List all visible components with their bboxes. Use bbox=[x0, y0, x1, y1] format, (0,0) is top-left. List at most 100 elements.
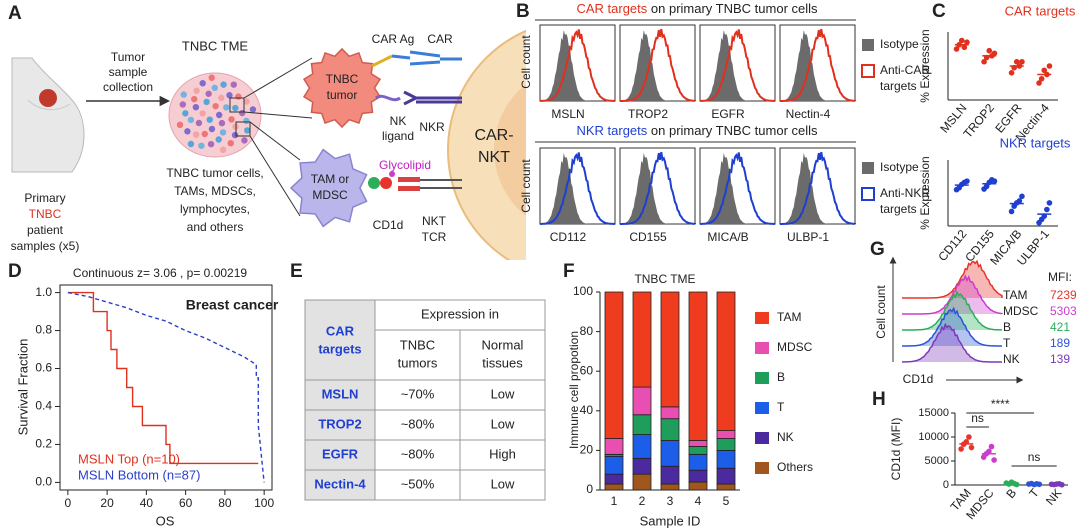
axis-label: Cell count bbox=[519, 159, 533, 213]
bar-segment bbox=[688, 440, 708, 447]
breast-illustration bbox=[39, 89, 57, 107]
x-tick-label: TROP2 bbox=[961, 101, 998, 141]
target-label: Nectin-4 bbox=[786, 107, 831, 121]
bar-segment bbox=[716, 483, 736, 491]
bar-segment bbox=[688, 291, 708, 441]
tissue-cell bbox=[193, 87, 200, 94]
tissue-cell bbox=[212, 102, 219, 110]
target-histogram bbox=[539, 152, 616, 225]
bar-segment bbox=[716, 449, 736, 469]
tissue-cell bbox=[235, 93, 242, 100]
target-histogram bbox=[699, 29, 776, 102]
x-tick-label: 5 bbox=[723, 494, 730, 508]
cell-body bbox=[302, 47, 382, 129]
tam-cell bbox=[289, 148, 368, 228]
tissue-cell bbox=[205, 90, 212, 97]
tissue-cell bbox=[182, 110, 189, 117]
label: CAR bbox=[427, 32, 453, 46]
target-label: TROP2 bbox=[628, 107, 668, 121]
mfi-value: 421 bbox=[1050, 320, 1070, 334]
isotype-histogram bbox=[700, 152, 775, 224]
mfi-value: 5303 bbox=[1050, 304, 1077, 318]
population-label: NK bbox=[1003, 352, 1020, 366]
table-cell: ~70% bbox=[401, 386, 435, 401]
tissue-cell bbox=[226, 92, 233, 99]
table-cell: Low bbox=[491, 386, 515, 401]
x-tick-label: NK bbox=[1043, 486, 1064, 508]
target-label: EGFR bbox=[711, 107, 745, 121]
bar-segment bbox=[660, 418, 680, 441]
significance: ns bbox=[971, 411, 984, 425]
bar-segment bbox=[632, 457, 652, 475]
legend-label: T bbox=[777, 400, 785, 414]
panel-label: F bbox=[563, 261, 575, 282]
bar-segment bbox=[660, 291, 680, 408]
label: NKT bbox=[422, 214, 447, 228]
label: TNBC TME bbox=[182, 38, 249, 53]
survival-line bbox=[67, 291, 259, 465]
tissue-cell bbox=[199, 80, 206, 87]
panel-label: H bbox=[872, 389, 886, 410]
point bbox=[953, 46, 960, 52]
label: lymphocytes, bbox=[180, 202, 250, 216]
population-label: MDSC bbox=[1003, 304, 1039, 318]
label: TAM or bbox=[311, 172, 349, 186]
tissue-cell bbox=[192, 131, 200, 138]
label: TNBC bbox=[29, 207, 62, 221]
zoom-lines bbox=[249, 135, 301, 217]
tissue-cell bbox=[201, 130, 208, 138]
axis-label: Cell count bbox=[519, 35, 533, 89]
tissue-cell bbox=[228, 116, 235, 123]
legend-swatch bbox=[862, 162, 874, 174]
bar-segment bbox=[604, 473, 624, 485]
table-shade bbox=[305, 300, 375, 500]
receptors bbox=[389, 171, 395, 177]
title-highlight: CAR targets bbox=[576, 1, 647, 16]
tissue-cell bbox=[199, 110, 206, 117]
y-tick-label: 0.2 bbox=[35, 437, 52, 451]
table-header: CAR bbox=[326, 323, 355, 338]
tissue-cell bbox=[176, 121, 184, 129]
label: Glycolipid bbox=[379, 158, 431, 172]
x-tick-label: T bbox=[1026, 485, 1042, 500]
point bbox=[958, 446, 964, 452]
row-title: CAR targets on primary TNBC tumor cells bbox=[576, 1, 818, 16]
table-header: Expression in bbox=[421, 306, 499, 321]
breast-illustration bbox=[11, 57, 85, 173]
label: TAMs, MDSCs, bbox=[174, 184, 256, 198]
point bbox=[958, 37, 965, 44]
axis-label: CD1d bbox=[903, 372, 934, 386]
legend-label: MDSC bbox=[777, 340, 813, 354]
survival-line bbox=[67, 291, 265, 483]
receptors bbox=[368, 50, 462, 191]
point bbox=[1036, 80, 1042, 86]
isotype-histogram bbox=[780, 29, 855, 101]
panel-label: D bbox=[8, 261, 22, 282]
receptors bbox=[368, 177, 380, 189]
point bbox=[968, 444, 975, 451]
ridge-histogram bbox=[902, 306, 1002, 347]
point bbox=[1038, 75, 1045, 82]
tissue-cell bbox=[207, 140, 215, 148]
ridge-histogram bbox=[901, 322, 1002, 363]
point bbox=[1019, 58, 1025, 65]
legend-swatch bbox=[861, 64, 875, 78]
chart-title: NKR targets bbox=[1000, 135, 1071, 150]
target-label: MSLN bbox=[551, 107, 584, 121]
point bbox=[961, 44, 968, 51]
table-grid bbox=[304, 299, 546, 501]
table-header: TNBC bbox=[400, 337, 435, 352]
point bbox=[1013, 58, 1020, 65]
significance: **** bbox=[991, 397, 1010, 411]
tissue-cell bbox=[232, 123, 239, 130]
label: Tumor bbox=[111, 50, 145, 64]
y-tick-label: 1.0 bbox=[35, 285, 52, 299]
panel-label: C bbox=[932, 1, 946, 22]
point bbox=[991, 50, 998, 57]
legend-label: MSLN Top (n=10) bbox=[78, 451, 180, 466]
label: CAR- bbox=[474, 127, 513, 144]
chart-title: CAR targets bbox=[1005, 3, 1076, 18]
label: TCR bbox=[422, 230, 447, 244]
